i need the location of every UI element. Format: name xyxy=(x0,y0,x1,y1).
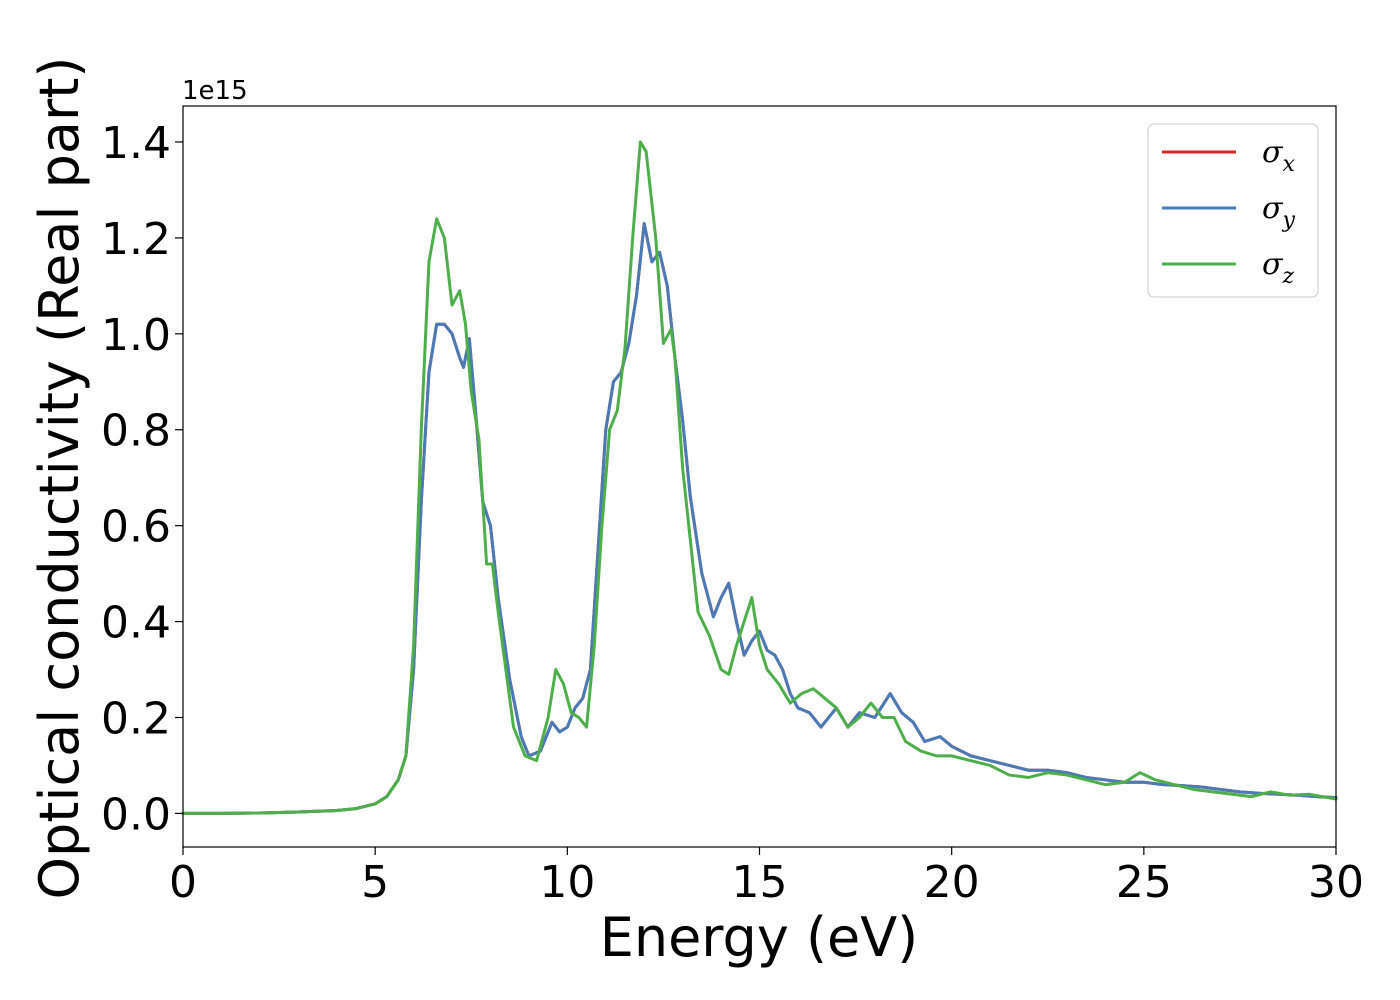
x-tick-label: 10 xyxy=(539,857,595,908)
x-tick-label: 30 xyxy=(1308,857,1364,908)
y-tick-label: 0.2 xyxy=(101,694,171,745)
y-tick-label: 0.0 xyxy=(101,789,171,840)
x-tick-label: 25 xyxy=(1116,857,1172,908)
y-tick-label: 1.0 xyxy=(101,310,171,361)
y-tick-label: 0.4 xyxy=(101,598,171,649)
y-axis-title: Optical conductivity (Real part) xyxy=(28,57,91,900)
x-axis-ticks: 0 5 10 15 20 25 30 xyxy=(169,847,1364,908)
legend-box xyxy=(1147,123,1319,298)
x-tick-label: 15 xyxy=(732,857,788,908)
legend-subscript: y xyxy=(1281,208,1295,233)
x-tick-label: 20 xyxy=(924,857,980,908)
y-offset-label: 1e15 xyxy=(182,76,248,106)
y-tick-label: 1.4 xyxy=(101,118,171,169)
x-tick-label: 0 xyxy=(169,857,197,908)
plot-frame xyxy=(182,105,1337,848)
series-line-z xyxy=(181,140,1338,815)
legend-subscript: x xyxy=(1282,152,1295,177)
y-tick-label: 1.2 xyxy=(101,214,171,265)
y-axis-ticks: 0.0 0.2 0.4 0.6 0.8 1.0 1.2 1.4 xyxy=(101,118,183,840)
legend-subscript: z xyxy=(1281,264,1294,289)
plot-background xyxy=(183,106,1336,847)
y-tick-label: 0.8 xyxy=(101,406,171,457)
x-tick-label: 5 xyxy=(361,857,389,908)
y-tick-label: 0.6 xyxy=(101,502,171,553)
series-layer xyxy=(181,140,1338,815)
series-line-y xyxy=(181,222,1338,815)
x-axis-title: Energy (eV) xyxy=(600,906,919,969)
